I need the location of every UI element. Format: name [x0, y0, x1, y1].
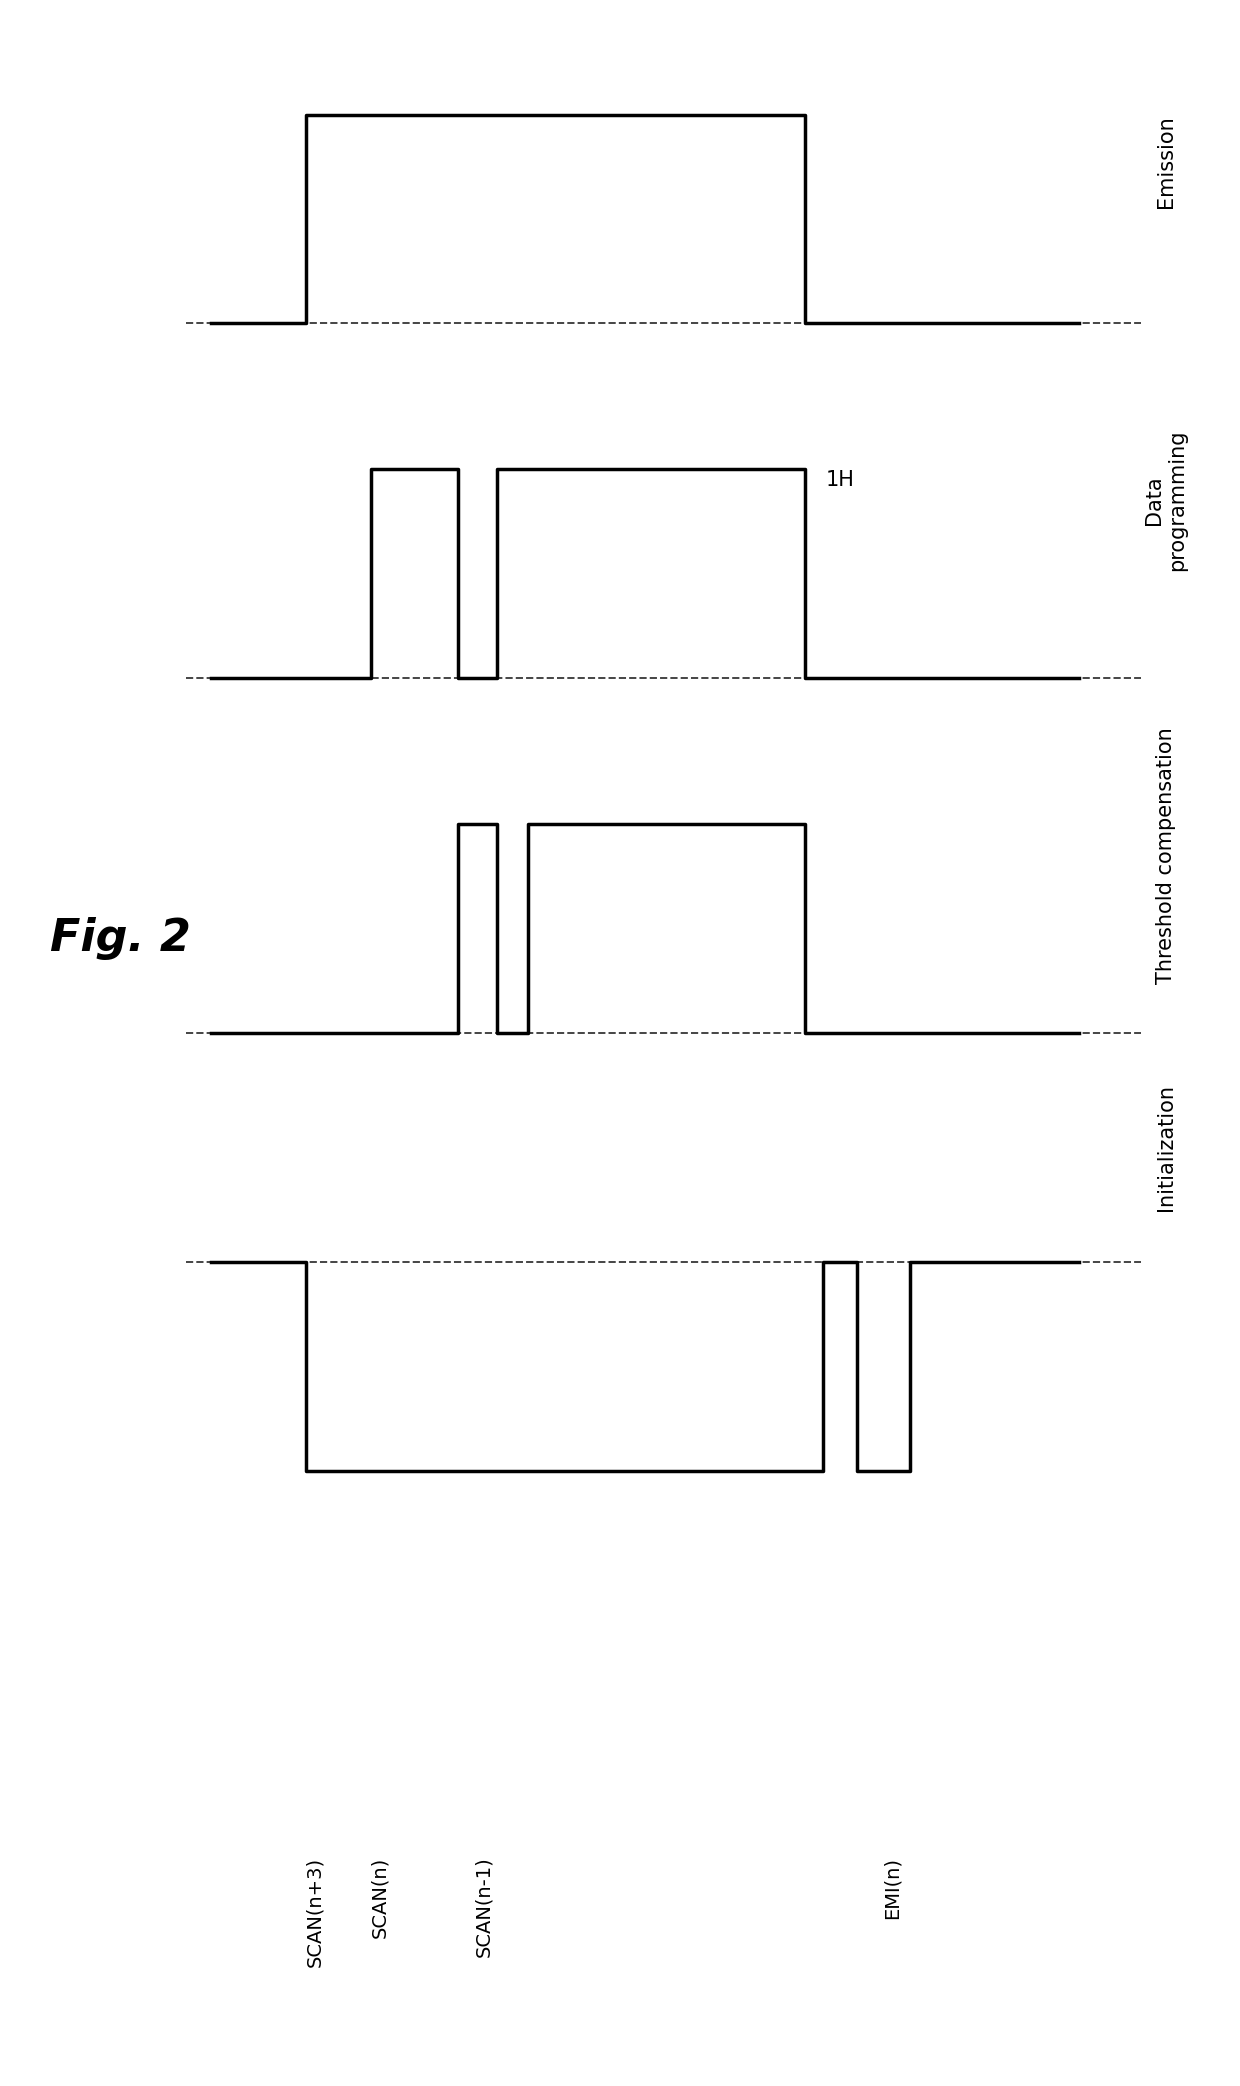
Text: Emission: Emission [1156, 115, 1176, 209]
Text: SCAN(n+3): SCAN(n+3) [305, 1857, 325, 1967]
Text: SCAN(n-1): SCAN(n-1) [475, 1857, 494, 1957]
Text: SCAN(n): SCAN(n) [371, 1857, 389, 1938]
Text: Initialization: Initialization [1156, 1085, 1176, 1210]
Text: 1H: 1H [826, 469, 854, 490]
Text: EMI(n): EMI(n) [883, 1857, 901, 1919]
Text: Threshold compensation: Threshold compensation [1156, 726, 1176, 985]
Text: Fig. 2: Fig. 2 [50, 918, 191, 960]
Text: Data
programming: Data programming [1145, 430, 1187, 572]
